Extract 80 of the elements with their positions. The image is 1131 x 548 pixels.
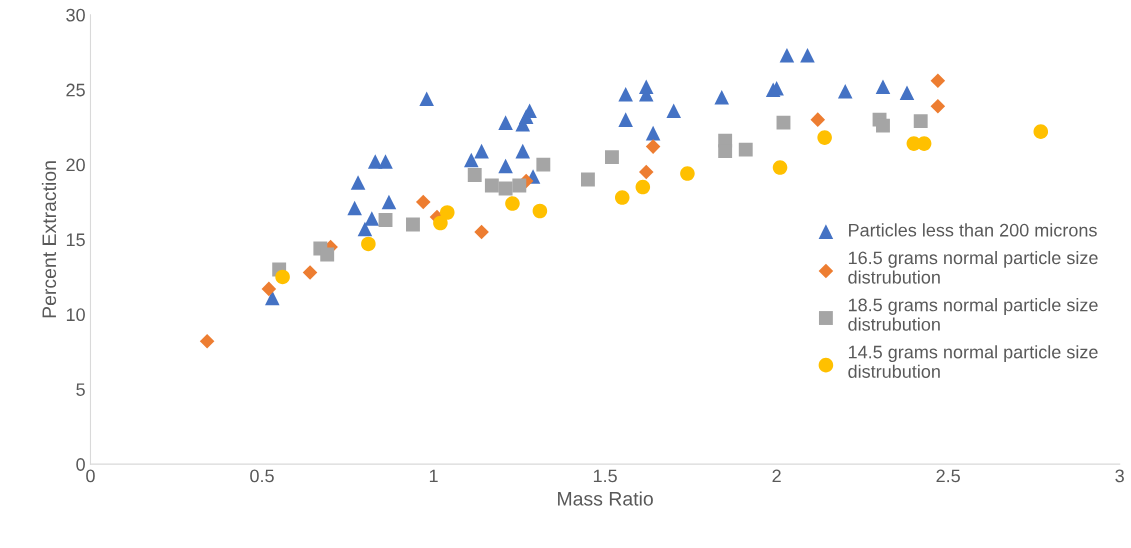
point (415, 194, 431, 210)
point (357, 221, 373, 237)
point (913, 114, 928, 129)
x-tick-label: 2.5 (936, 469, 960, 483)
x-tick-label: 3 (1115, 469, 1124, 483)
point (302, 265, 318, 280)
point (474, 224, 489, 240)
point (498, 158, 513, 174)
point (498, 115, 513, 130)
legend-label: 14.5 grams normal particle size distrubution (848, 345, 1098, 378)
point (474, 143, 489, 159)
point (645, 125, 661, 141)
point (378, 213, 393, 227)
x-tick-label: 1.5 (593, 469, 617, 483)
point (772, 160, 788, 175)
point (638, 164, 654, 180)
point (512, 178, 527, 193)
point (199, 334, 215, 349)
point (433, 215, 448, 231)
point (810, 112, 826, 127)
point (718, 144, 733, 159)
y-tick-label: 25 (66, 83, 85, 97)
point (635, 179, 651, 195)
x-tick-label: 0 (86, 469, 95, 483)
x-axis-title: Mass Ratio (558, 491, 653, 506)
y-tick-label: 20 (66, 158, 85, 172)
point (536, 157, 551, 172)
point (899, 85, 915, 100)
point (779, 47, 795, 63)
point (320, 247, 335, 262)
point (347, 200, 362, 216)
point (406, 217, 420, 232)
point (381, 194, 397, 210)
point (467, 168, 482, 183)
point (532, 203, 548, 219)
point (275, 269, 290, 285)
point (419, 91, 434, 106)
point (265, 290, 280, 306)
point (817, 130, 832, 145)
point (464, 152, 479, 168)
y-tick-label: 10 (66, 308, 85, 322)
point (614, 190, 630, 205)
point (837, 83, 853, 99)
y-tick-label: 0 (76, 458, 85, 471)
point (800, 47, 815, 63)
point (484, 178, 499, 193)
x-tick-label: 2 (772, 469, 781, 483)
point (505, 196, 520, 211)
legend-label: 18.5 grams normal particle size distrubution (848, 298, 1098, 331)
point (618, 86, 633, 102)
point (618, 112, 633, 127)
point (645, 139, 661, 154)
legend-label: 16.5 grams normal particle size distrubution (848, 250, 1098, 284)
x-tick-label: 1 (429, 469, 438, 483)
point (515, 143, 531, 159)
y-tick-label: 15 (66, 233, 85, 247)
point (876, 118, 890, 133)
point (680, 166, 695, 181)
point (439, 205, 455, 220)
point (580, 172, 595, 187)
y-tick-label: 30 (66, 8, 85, 22)
point (1033, 124, 1049, 139)
point (666, 103, 681, 118)
point (350, 175, 366, 190)
point (261, 281, 277, 297)
point (378, 154, 393, 169)
point (605, 150, 619, 165)
y-tick-label: 5 (76, 383, 85, 396)
point (776, 115, 791, 130)
point (930, 98, 946, 114)
x-tick-label: 0.5 (250, 469, 274, 483)
point (364, 211, 380, 226)
point (361, 236, 376, 252)
point (714, 89, 730, 105)
y-axis-title: Percent Extraction (41, 161, 57, 318)
legend-label: Particles less than 200 microns (849, 223, 1097, 237)
point (738, 142, 753, 157)
point (930, 73, 946, 88)
point (522, 103, 537, 118)
point (875, 79, 891, 94)
